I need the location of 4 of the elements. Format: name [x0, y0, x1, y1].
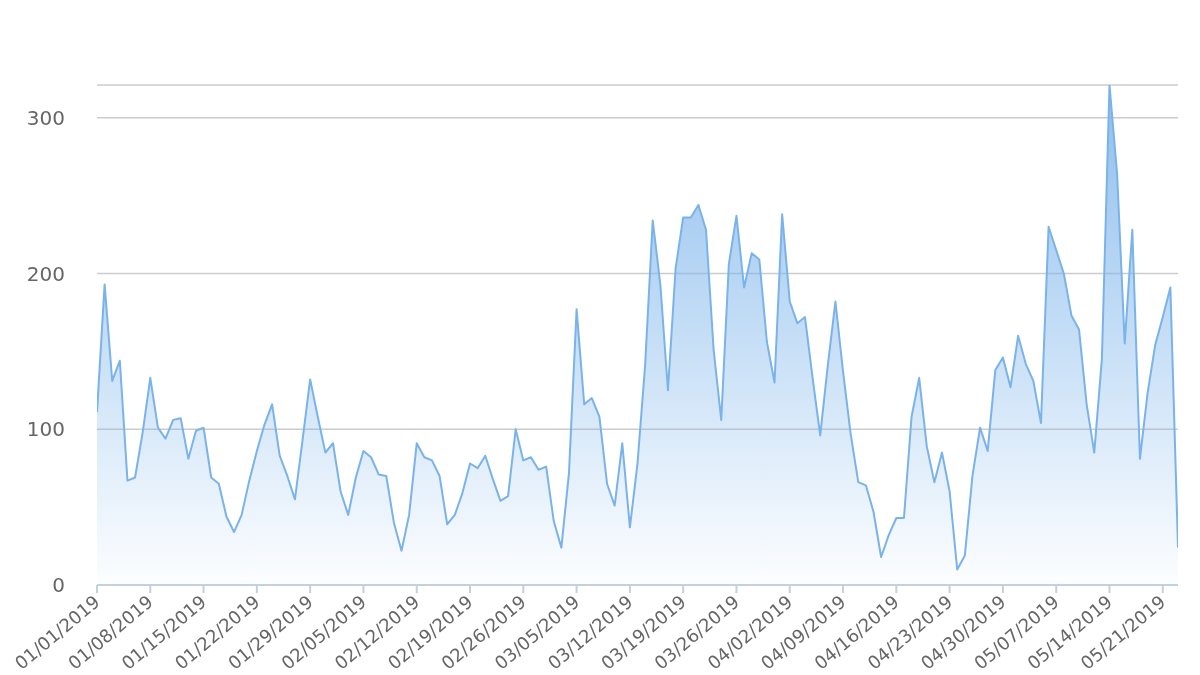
y-tick-label: 200 — [26, 261, 65, 286]
y-tick-label: 0 — [52, 573, 65, 598]
y-tick-label: 300 — [26, 105, 65, 130]
y-tick-label: 100 — [26, 417, 65, 442]
